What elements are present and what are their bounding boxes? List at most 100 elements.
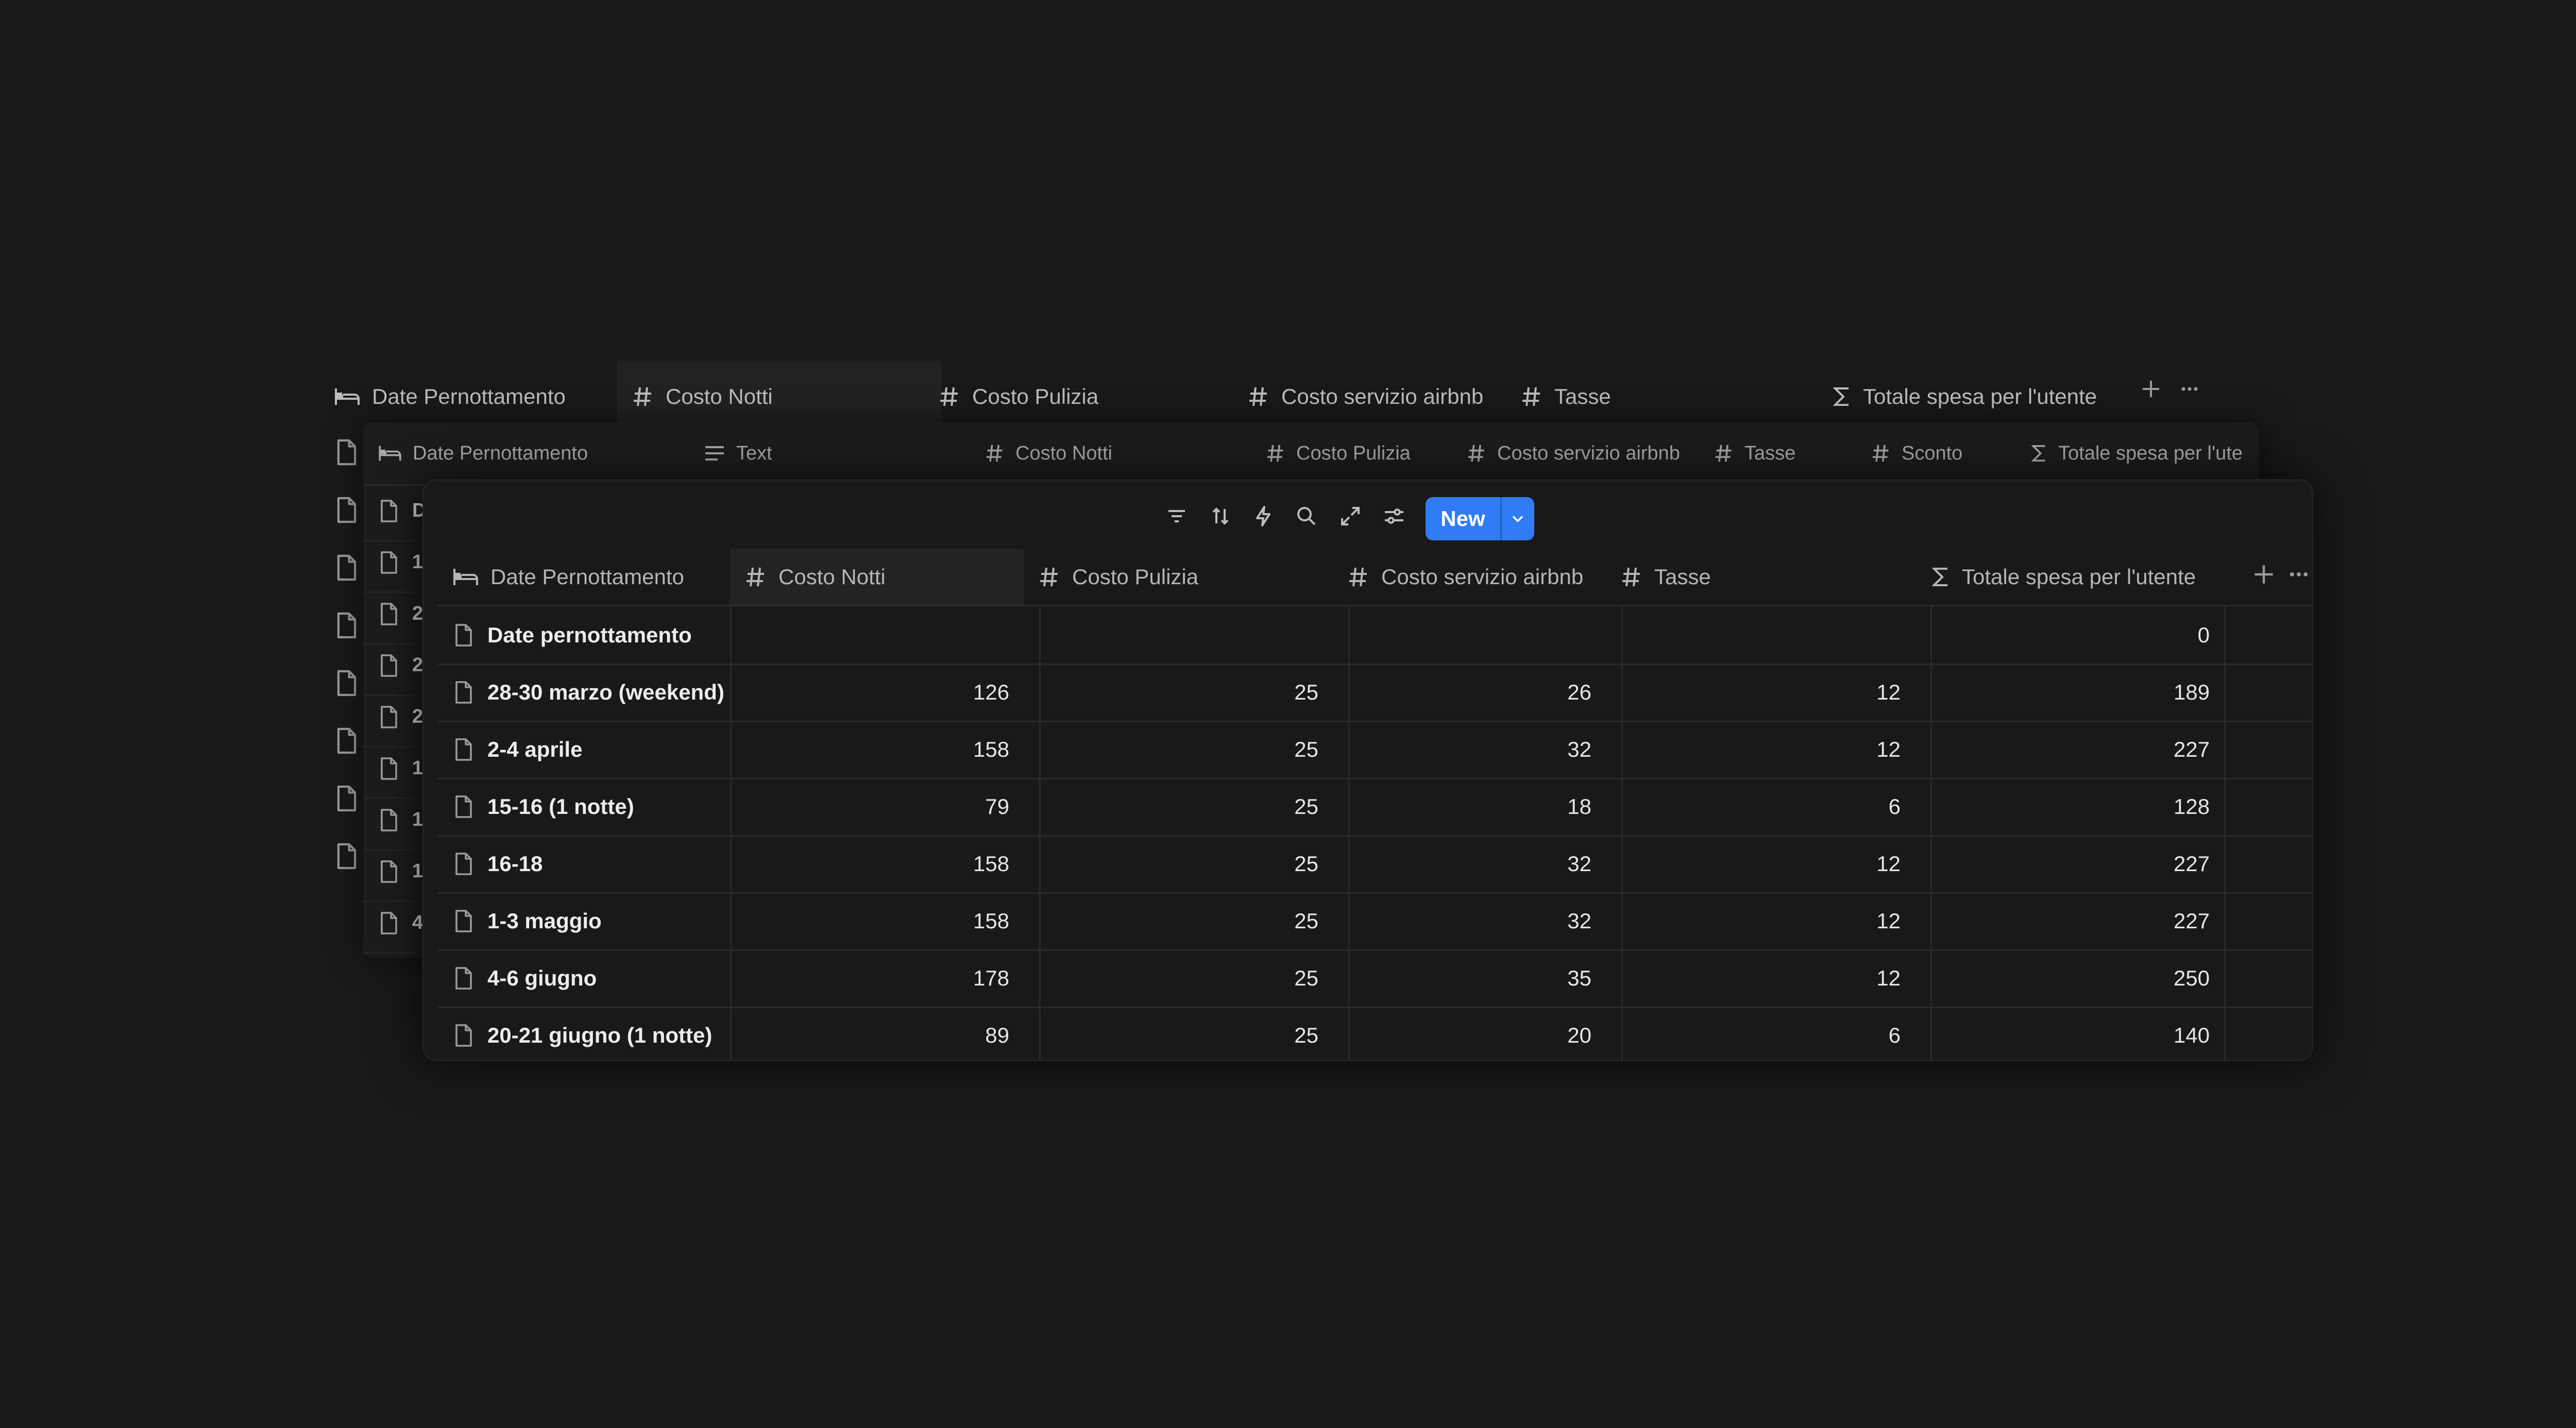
cell-tasse[interactable]: 12 bbox=[1876, 851, 1901, 876]
cell-notti[interactable]: 126 bbox=[973, 679, 1009, 704]
back-col-tasse[interactable]: Tasse bbox=[1521, 361, 1779, 433]
mid-col-totale[interactable]: Totale spesa per l'ute bbox=[2031, 422, 2243, 484]
cell-servizio[interactable]: 35 bbox=[1567, 965, 1591, 990]
cell-tasse[interactable]: 12 bbox=[1876, 679, 1901, 704]
back-col-notti[interactable]: Costo Notti bbox=[617, 361, 942, 433]
cell-servizio[interactable]: 32 bbox=[1567, 737, 1591, 761]
cell-notti[interactable]: 178 bbox=[973, 965, 1009, 990]
cell-tasse[interactable] bbox=[1621, 606, 1901, 664]
cell-totale[interactable]: 189 bbox=[2173, 679, 2210, 704]
cell-tasse[interactable]: 12 bbox=[1876, 908, 1901, 933]
table-row[interactable]: Date pernottamento 0 bbox=[438, 606, 2313, 665]
lightning-icon[interactable] bbox=[1251, 504, 1276, 529]
table-row[interactable]: 1-3 maggio 158 25 32 12 227 bbox=[438, 892, 2313, 951]
row-title-fragment[interactable]: 1 bbox=[412, 757, 423, 779]
cell-pulizia[interactable]: 25 bbox=[1294, 1023, 1318, 1047]
chevron-down-icon[interactable] bbox=[1500, 497, 1534, 540]
row-divider bbox=[363, 900, 415, 902]
cell-tasse[interactable]: 6 bbox=[1888, 1023, 1901, 1047]
cell-tasse[interactable]: 6 bbox=[1888, 794, 1901, 819]
cell-pulizia[interactable]: 25 bbox=[1294, 908, 1318, 933]
cell-pulizia[interactable]: 25 bbox=[1294, 679, 1318, 704]
row-title-fragment[interactable]: 1 bbox=[412, 809, 423, 830]
column-header-pulizia[interactable]: Costo Pulizia bbox=[1039, 549, 1333, 605]
column-header-notti[interactable]: Costo Notti bbox=[730, 549, 1024, 605]
cell-servizio[interactable]: 32 bbox=[1567, 908, 1591, 933]
row-title-cell[interactable]: 1-3 maggio bbox=[438, 892, 730, 949]
column-header-totale[interactable]: Totale spesa per l'utente bbox=[1932, 549, 2221, 605]
cell-notti[interactable]: 158 bbox=[973, 851, 1009, 876]
column-header-date[interactable]: Date Pernottamento bbox=[453, 549, 732, 605]
cell-notti[interactable]: 89 bbox=[985, 1023, 1009, 1047]
mid-col-date[interactable]: Date Pernottamento bbox=[379, 422, 588, 484]
mid-col-pulizia[interactable]: Costo Pulizia bbox=[1266, 422, 1411, 484]
cell-notti[interactable]: 158 bbox=[973, 908, 1009, 933]
page-icon bbox=[379, 653, 404, 681]
cell-totale[interactable]: 227 bbox=[2173, 851, 2210, 876]
cell-servizio[interactable]: 20 bbox=[1567, 1023, 1591, 1047]
settings-icon[interactable] bbox=[1382, 504, 1406, 529]
column-header-label: Tasse bbox=[1654, 564, 1711, 589]
more-options-icon[interactable] bbox=[2179, 379, 2200, 402]
add-column-button[interactable] bbox=[2252, 563, 2275, 588]
cell-servizio[interactable] bbox=[1348, 606, 1591, 664]
cell-servizio[interactable]: 26 bbox=[1567, 679, 1591, 704]
row-title-fragment[interactable]: 1 bbox=[412, 551, 423, 573]
row-title-cell[interactable]: 15-16 (1 notte) bbox=[438, 778, 730, 835]
cell-totale[interactable]: 140 bbox=[2173, 1023, 2210, 1047]
cell-pulizia[interactable] bbox=[1039, 606, 1318, 664]
table-row[interactable]: 2-4 aprile 158 25 32 12 227 bbox=[438, 721, 2313, 779]
mid-col-sconto[interactable]: Sconto bbox=[1872, 422, 1962, 484]
cell-servizio[interactable]: 32 bbox=[1567, 851, 1591, 876]
mid-col-tasse[interactable]: Tasse bbox=[1715, 422, 1795, 484]
row-title-cell[interactable]: Date pernottamento bbox=[438, 606, 730, 664]
column-header-servizio[interactable]: Costo servizio airbnb bbox=[1348, 549, 1606, 605]
row-title-cell[interactable]: 28-30 marzo (weekend) bbox=[438, 664, 730, 721]
cell-pulizia[interactable]: 25 bbox=[1294, 737, 1318, 761]
row-title-fragment[interactable]: 2 bbox=[412, 603, 423, 624]
cell-totale[interactable]: 227 bbox=[2173, 737, 2210, 761]
cell-notti[interactable] bbox=[730, 606, 1009, 664]
sort-icon[interactable] bbox=[1208, 504, 1233, 529]
row-title-fragment[interactable]: 2 bbox=[412, 706, 423, 727]
row-title-cell[interactable]: 2-4 aprile bbox=[438, 721, 730, 778]
back-col-totale[interactable]: Totale spesa per l'utente bbox=[1833, 361, 2132, 433]
filter-icon[interactable] bbox=[1164, 504, 1189, 529]
row-divider bbox=[363, 797, 415, 799]
cell-notti[interactable]: 158 bbox=[973, 737, 1009, 761]
table-row[interactable]: 4-6 giugno 178 25 35 12 250 bbox=[438, 949, 2313, 1008]
mid-col-text[interactable]: Text bbox=[704, 422, 772, 484]
cell-notti[interactable]: 79 bbox=[985, 794, 1009, 819]
cell-pulizia[interactable]: 25 bbox=[1294, 965, 1318, 990]
row-title-fragment[interactable]: 4 bbox=[412, 912, 423, 933]
back-col-servizio[interactable]: Costo servizio airbnb bbox=[1248, 361, 1516, 433]
cell-servizio[interactable]: 18 bbox=[1567, 794, 1591, 819]
cell-totale[interactable]: 227 bbox=[2173, 908, 2210, 933]
table-row[interactable]: 28-30 marzo (weekend) 126 25 26 12 189 bbox=[438, 664, 2313, 722]
more-options-icon[interactable] bbox=[2287, 563, 2310, 588]
cell-totale[interactable]: 250 bbox=[2173, 965, 2210, 990]
new-button[interactable]: New bbox=[1426, 497, 1534, 540]
cell-totale[interactable]: 0 bbox=[2197, 622, 2210, 647]
back-col-date[interactable]: Date Pernottamento bbox=[335, 361, 613, 433]
add-column-button[interactable] bbox=[2141, 379, 2161, 402]
cell-tasse[interactable]: 12 bbox=[1876, 737, 1901, 761]
cell-totale[interactable]: 128 bbox=[2173, 794, 2210, 819]
row-title-cell[interactable]: 20-21 giugno (1 notte) bbox=[438, 1007, 730, 1061]
cell-pulizia[interactable]: 25 bbox=[1294, 794, 1318, 819]
back-col-pulizia[interactable]: Costo Pulizia bbox=[939, 361, 1228, 433]
table-row[interactable]: 15-16 (1 notte) 79 25 18 6 128 bbox=[438, 778, 2313, 837]
table-row[interactable]: 16-18 158 25 32 12 227 bbox=[438, 835, 2313, 894]
cell-pulizia[interactable]: 25 bbox=[1294, 851, 1318, 876]
column-header-tasse[interactable]: Tasse bbox=[1621, 549, 1910, 605]
table-row[interactable]: 20-21 giugno (1 notte) 89 25 20 6 140 bbox=[438, 1007, 2313, 1061]
cell-tasse[interactable]: 12 bbox=[1876, 965, 1901, 990]
row-title-cell[interactable]: 16-18 bbox=[438, 835, 730, 892]
row-title-fragment[interactable]: 2 bbox=[412, 654, 423, 676]
mid-col-servizio[interactable]: Costo servizio airbnb bbox=[1467, 422, 1680, 484]
mid-col-notti[interactable]: Costo Notti bbox=[986, 422, 1112, 484]
row-title-fragment[interactable]: 1 bbox=[412, 860, 423, 882]
expand-icon[interactable] bbox=[1338, 504, 1363, 529]
search-icon[interactable] bbox=[1294, 504, 1319, 529]
row-title-cell[interactable]: 4-6 giugno bbox=[438, 949, 730, 1007]
